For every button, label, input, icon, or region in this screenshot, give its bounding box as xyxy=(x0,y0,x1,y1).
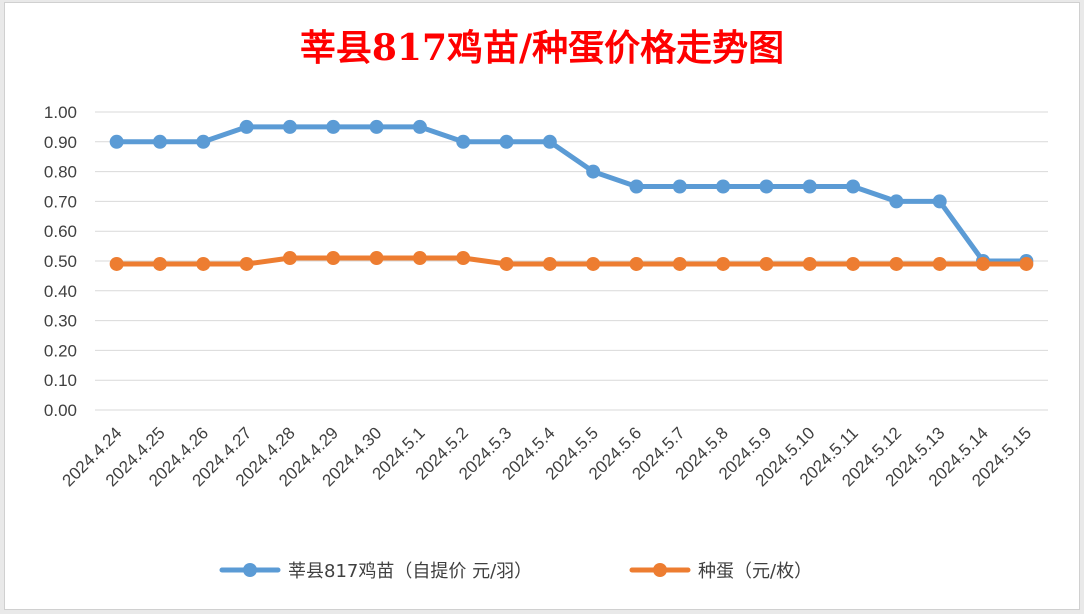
series-layer xyxy=(109,119,1034,271)
data-point xyxy=(672,179,687,194)
y-tick-label: 0.70 xyxy=(44,192,77,211)
x-axis-tick-labels: 2024.4.242024.4.252024.4.262024.4.272024… xyxy=(59,423,1036,490)
data-point xyxy=(326,251,341,266)
series-line xyxy=(114,124,1029,264)
data-point xyxy=(846,179,861,194)
data-point xyxy=(499,134,514,149)
data-point xyxy=(326,119,341,134)
data-point xyxy=(672,256,687,271)
data-point xyxy=(932,256,947,271)
y-tick-label: 0.90 xyxy=(44,133,77,152)
y-tick-label: 0.20 xyxy=(44,341,77,360)
gridlines xyxy=(95,111,1048,411)
data-point xyxy=(499,256,514,271)
y-axis-tick-labels: 1.00 0.90 0.80 0.70 0.60 0.50 0.40 0.30 0.20 0.10… xyxy=(44,103,77,420)
data-point xyxy=(802,179,817,194)
legend-item-2: 种蛋（元/枚） xyxy=(629,561,812,582)
data-point xyxy=(716,179,731,194)
data-point xyxy=(629,256,644,271)
data-point xyxy=(152,134,167,149)
data-point xyxy=(976,256,991,271)
series-line xyxy=(114,255,1029,267)
y-tick-label: 0.80 xyxy=(44,163,77,182)
y-tick-label: 1.00 xyxy=(44,103,77,122)
data-point xyxy=(716,256,731,271)
data-point xyxy=(152,256,167,271)
data-point xyxy=(239,256,254,271)
legend-item-1: 莘县817鸡苗（自提价 元/羽） xyxy=(219,561,532,582)
data-point xyxy=(846,256,861,271)
data-point xyxy=(196,134,211,149)
data-point xyxy=(542,134,557,149)
y-tick-label: 0.10 xyxy=(44,371,77,390)
chart-frame xyxy=(4,2,1080,610)
y-tick-label: 0.50 xyxy=(44,252,77,271)
legend-label: 莘县817鸡苗（自提价 元/羽） xyxy=(288,561,532,582)
data-point xyxy=(369,251,384,266)
data-point xyxy=(932,194,947,209)
y-tick-label: 0.60 xyxy=(44,222,77,241)
legend-swatch-marker xyxy=(243,563,257,577)
legend-label: 种蛋（元/枚） xyxy=(698,561,812,582)
data-point xyxy=(542,256,557,271)
data-point xyxy=(412,119,427,134)
y-tick-label: 0.00 xyxy=(44,401,77,420)
chart-title: 莘县817鸡苗/种蛋价格走势图 xyxy=(300,27,784,69)
data-point xyxy=(1019,256,1034,271)
data-point xyxy=(889,194,904,209)
data-point xyxy=(759,256,774,271)
legend-swatch-marker xyxy=(653,563,667,577)
data-point xyxy=(802,256,817,271)
data-point xyxy=(759,179,774,194)
data-point xyxy=(282,119,297,134)
data-point xyxy=(889,256,904,271)
data-point xyxy=(456,251,471,266)
data-point xyxy=(109,134,124,149)
y-tick-label: 0.30 xyxy=(44,312,77,331)
data-point xyxy=(109,256,124,271)
y-tick-label: 0.40 xyxy=(44,282,77,301)
data-point xyxy=(586,164,601,179)
series-2 xyxy=(109,251,1034,271)
data-point xyxy=(239,119,254,134)
series-1 xyxy=(109,119,1034,268)
data-point xyxy=(412,251,427,266)
data-point xyxy=(456,134,471,149)
data-point xyxy=(196,256,211,271)
data-point xyxy=(629,179,644,194)
legend: 莘县817鸡苗（自提价 元/羽） 种蛋（元/枚） xyxy=(219,561,812,582)
data-point xyxy=(586,256,601,271)
data-point xyxy=(369,119,384,134)
data-point xyxy=(282,251,297,266)
